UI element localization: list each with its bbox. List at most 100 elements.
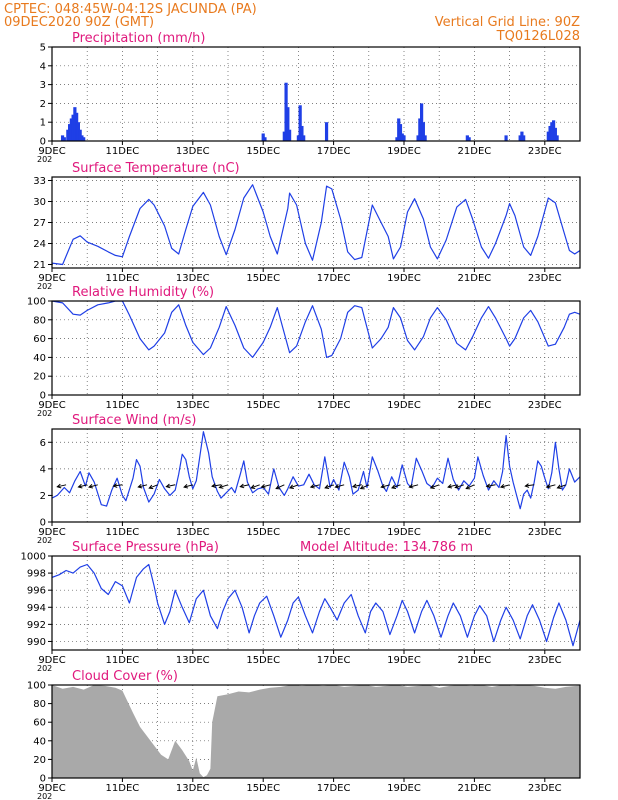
y-tick-label: 20 xyxy=(33,372,46,383)
wind-arrow-shaft xyxy=(138,484,148,488)
precip-bar xyxy=(467,137,471,141)
header-location: CPTEC: 048:45W-04:12S JACUNDA (PA) xyxy=(4,2,257,17)
panel-title: Surface Pressure (hPa) xyxy=(72,540,219,555)
panel-cloud: 0 20 40 60 80 100 9DEC 11DEC 13DEC 15DEC 17DEC 19DE… xyxy=(27,669,581,800)
wind-arrow-head xyxy=(556,484,562,489)
y-tick-label: 4 xyxy=(40,61,46,72)
y-tick-label: 992 xyxy=(27,620,46,631)
x-tick-label: 19DEC xyxy=(387,783,421,794)
wind-arrow-head xyxy=(250,484,256,489)
wind-arrow-shaft xyxy=(391,484,401,489)
precip-bar xyxy=(62,137,66,141)
y-tick-label: 40 xyxy=(33,736,46,747)
panel-annotation: Model Altitude: 134.786 m xyxy=(300,540,473,555)
x-tick-label: 21DEC xyxy=(458,783,492,794)
precip-bar xyxy=(520,131,524,141)
y-tick-label: 1 xyxy=(40,118,46,129)
x-tick-label: 13DEC xyxy=(176,527,210,538)
pressure-series-line xyxy=(52,563,580,647)
x-tick-label: 19DEC xyxy=(387,273,421,284)
panel-wind: 0 2 4 6 9DEC 11DEC 13DEC 15DEC 17DEC 19DEC 21DEC 23… xyxy=(37,413,581,545)
x-tick-label: 11DEC xyxy=(106,655,140,666)
wind-arrow-shaft xyxy=(149,484,158,489)
panel-precip: 0 1 2 3 4 5 9DEC 11DEC 13DEC 15DEC 17DEC 19DEC 21DEC… xyxy=(37,31,581,164)
wind-arrow-shaft xyxy=(352,484,362,488)
panel-humidity: 0 20 40 60 80 100 9DEC 11DEC 13DEC 15DEC 17DEC 19DE… xyxy=(27,285,581,418)
y-tick-label: 24 xyxy=(33,239,46,250)
panel-frame xyxy=(51,555,581,651)
x-tick-label: 9DEC xyxy=(38,146,65,157)
y-tick-label: 80 xyxy=(33,699,46,710)
panel-frame xyxy=(51,176,581,269)
x-tick-label: 17DEC xyxy=(317,783,351,794)
x-tick-label: 23DEC xyxy=(528,273,562,284)
precip-bar xyxy=(302,135,306,141)
x-tick-label: 13DEC xyxy=(176,655,210,666)
wind-arrow-head xyxy=(465,485,471,490)
precip-bar xyxy=(66,129,70,141)
wind-arrow-head xyxy=(351,483,357,489)
x-tick-label: 15DEC xyxy=(246,783,280,794)
wind-arrow-shaft xyxy=(88,484,98,488)
wind-arrow-shaft xyxy=(57,484,67,488)
x-tick-label: 9DEC xyxy=(38,527,65,538)
wind-arrow-head xyxy=(380,484,386,489)
x-year-stub: 202 xyxy=(37,409,52,418)
y-tick-label: 20 xyxy=(33,755,46,766)
panel-title: Surface Temperature (nC) xyxy=(72,161,240,176)
wind-arrow-head xyxy=(56,483,62,489)
x-tick-label: 15DEC xyxy=(246,527,280,538)
x-tick-label: 9DEC xyxy=(38,273,65,284)
precip-bar xyxy=(263,137,267,141)
precip-bar xyxy=(397,118,401,141)
x-tick-label: 13DEC xyxy=(176,146,210,157)
wind-arrow-shaft xyxy=(211,484,222,487)
precip-bar xyxy=(420,103,424,141)
precip-bar xyxy=(418,118,422,141)
precip-bar xyxy=(555,135,559,141)
x-tick-label: 21DEC xyxy=(458,655,492,666)
precip-bar xyxy=(69,118,73,141)
precip-bar xyxy=(298,105,302,141)
wind-arrow-shaft xyxy=(486,484,496,487)
y-tick-label: 21 xyxy=(33,260,46,271)
x-tick-label: 13DEC xyxy=(176,400,210,411)
wind-arrow-shaft xyxy=(219,484,229,489)
x-tick-label: 23DEC xyxy=(528,655,562,666)
wind-arrow-head xyxy=(485,483,491,489)
precip-bar xyxy=(465,135,469,141)
wind-arrow-head xyxy=(148,484,154,490)
x-tick-label: 17DEC xyxy=(317,273,351,284)
wind-arrow-shaft xyxy=(78,484,88,488)
header-model-code: TQ0126L028 xyxy=(496,29,580,44)
wind-arrow-shaft xyxy=(500,484,510,488)
x-year-stub: 202 xyxy=(37,664,52,673)
wind-arrow-shaft xyxy=(166,484,176,488)
wind-arrow-shaft xyxy=(557,484,567,489)
y-tick-label: 994 xyxy=(27,603,46,614)
wind-arrow-head xyxy=(275,485,281,490)
data-temperature xyxy=(52,184,580,266)
x-year-stub: 202 xyxy=(37,792,52,800)
y-tick-label: 30 xyxy=(33,197,46,208)
y-tick-label: 100 xyxy=(27,297,46,308)
precip-bar xyxy=(421,122,425,141)
wind-arrow-shaft xyxy=(261,484,271,488)
wind-arrow-head xyxy=(137,483,143,489)
x-tick-label: 15DEC xyxy=(246,146,280,157)
wind-arrow-head xyxy=(447,484,453,489)
y-tick-label: 0 xyxy=(40,137,46,148)
data-cloud xyxy=(52,685,580,778)
precip-bar xyxy=(68,124,72,141)
panel-frame xyxy=(51,46,581,142)
wind-arrow-head xyxy=(454,484,460,489)
wind-arrow-head xyxy=(288,484,294,489)
wind-arrow-shaft xyxy=(455,484,464,489)
x-tick-label: 19DEC xyxy=(387,400,421,411)
y-tick-label: 0 xyxy=(40,391,46,402)
humidity-series-line xyxy=(52,301,580,358)
x-tick-label: 11DEC xyxy=(106,783,140,794)
header-grid-note: Vertical Grid Line: 90Z xyxy=(435,15,580,30)
precip-bar xyxy=(300,125,304,141)
y-tick-label: 6 xyxy=(40,438,46,449)
